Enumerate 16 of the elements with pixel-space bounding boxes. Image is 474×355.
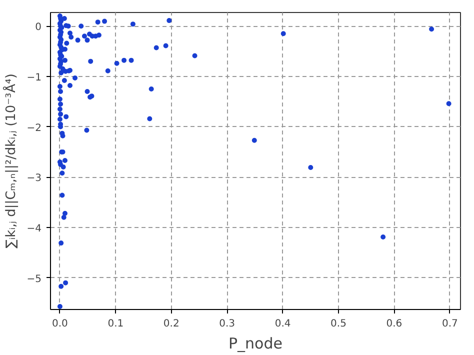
y-axis-title: ∑ᵢkᵢ,ⱼ d||Cₘ,ₙ||²/dkᵢ,ⱼ (10⁻³Å⁴) (2, 74, 19, 248)
x-tick-label: 0.6 (386, 318, 402, 330)
y-tick-label: −4 (26, 223, 42, 234)
x-tick-label: 0.0 (52, 318, 68, 330)
x-tick-label: 0.3 (219, 318, 236, 330)
x-tick-label: 0.1 (108, 318, 124, 330)
y-tick-label: −5 (26, 274, 42, 285)
y-tick-label: −1 (26, 72, 42, 84)
y-tick-label: −2 (26, 122, 42, 134)
y-tick-label: −3 (26, 173, 42, 184)
x-tick-label: 0.2 (163, 318, 180, 330)
x-tick-label: 0.5 (330, 318, 346, 330)
x-tick-label: 0.4 (274, 318, 291, 330)
x-tick-label: 0.7 (442, 318, 458, 330)
y-tick-label: 0 (35, 22, 42, 34)
x-axis-title: P_node (228, 334, 282, 352)
